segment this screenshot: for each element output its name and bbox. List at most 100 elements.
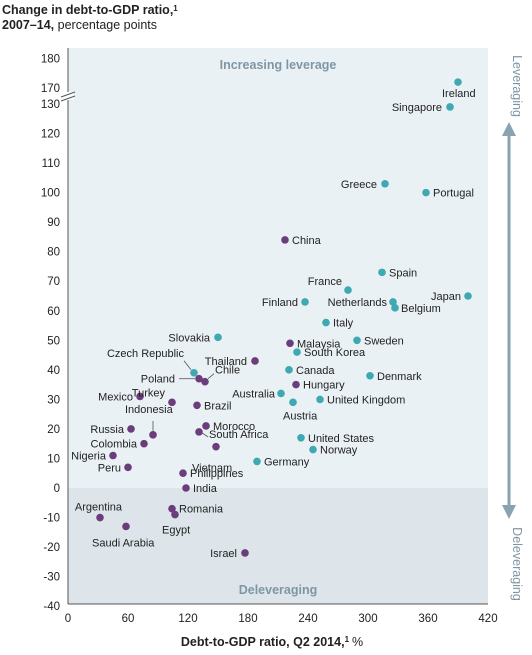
label-south-africa: South Africa xyxy=(209,429,269,441)
point-germany xyxy=(253,457,261,466)
y-tick-label: 80 xyxy=(47,247,60,259)
point-romania xyxy=(168,504,176,513)
label-france: France xyxy=(308,276,342,288)
point-saudi-arabia xyxy=(122,522,130,531)
y-tick-label: -30 xyxy=(43,572,60,584)
title-footnote: 1 xyxy=(173,4,178,13)
point-greece xyxy=(381,179,389,188)
y-tick-label: 90 xyxy=(47,217,60,229)
point-singapore xyxy=(446,103,454,111)
point-colombia xyxy=(140,439,148,448)
label-philippines: Philippines xyxy=(190,468,244,480)
x-tick-label: 60 xyxy=(122,613,135,625)
label-finland: Finland xyxy=(262,297,298,309)
label-india: India xyxy=(193,483,218,495)
point-spain xyxy=(378,268,386,277)
point-netherlands xyxy=(389,298,397,306)
point-slovakia xyxy=(214,333,222,342)
label-saudi-arabia: Saudi Arabia xyxy=(92,537,155,549)
axis-break-mark xyxy=(60,91,76,98)
point-peru xyxy=(124,463,132,472)
y-tick-label: 60 xyxy=(47,306,60,318)
label-singapore: Singapore xyxy=(392,102,442,114)
point-czech-republic xyxy=(190,369,198,377)
point-poland xyxy=(195,374,203,383)
point-austria xyxy=(289,398,297,407)
point-nigeria xyxy=(109,451,117,460)
label-australia: Australia xyxy=(232,388,276,400)
label-ireland: Ireland xyxy=(442,88,476,100)
data-points xyxy=(96,78,472,557)
y-axis-ticks: -40 -30 -20 -10 0 10 20 30 40 50 60 70 80 90 100 110 120… xyxy=(41,54,60,614)
y-tick-label: 40 xyxy=(47,365,60,377)
point-indonesia xyxy=(149,431,157,439)
y-tick-label: 50 xyxy=(47,335,60,347)
x-tick-label: 420 xyxy=(478,613,497,625)
leveraging-region xyxy=(68,48,488,488)
point-south-africa xyxy=(195,428,203,436)
title-unit: percentage points xyxy=(57,18,158,32)
point-thailand xyxy=(251,357,259,365)
label-south-korea: South Korea xyxy=(304,347,366,359)
label-greece: Greece xyxy=(341,179,377,191)
x-tick-label: 360 xyxy=(418,613,437,625)
label-thailand: Thailand xyxy=(205,356,247,368)
y-axis-break xyxy=(60,91,76,102)
label-romania: Romania xyxy=(179,504,224,516)
label-peru: Peru xyxy=(98,462,121,474)
label-italy: Italy xyxy=(333,318,354,330)
y-tick-label: 100 xyxy=(41,188,60,200)
point-denmark xyxy=(366,371,374,380)
point-chile xyxy=(201,377,209,386)
axis-break-gap xyxy=(62,92,74,100)
leverage-direction-arrow xyxy=(502,122,516,519)
deleveraging-region xyxy=(68,488,488,604)
leader-chile xyxy=(207,373,215,379)
arrow-head-up xyxy=(502,122,516,136)
label-mexico: Mexico xyxy=(98,391,133,403)
label-chile: Chile xyxy=(215,365,240,377)
side-label-deleveraging: Deleveraging xyxy=(510,527,524,601)
label-colombia: Colombia xyxy=(91,439,138,451)
label-hungary: Hungary xyxy=(303,380,345,392)
y-tick-label: 180 xyxy=(41,54,60,66)
y-tick-label: 0 xyxy=(54,483,60,495)
label-nigeria: Nigeria xyxy=(71,451,107,463)
point-norway xyxy=(309,445,317,454)
y-tick-label: -10 xyxy=(43,513,60,525)
label-israel: Israel xyxy=(210,548,237,560)
y-tick-label: 120 xyxy=(41,129,60,141)
y-tick-label: 170 xyxy=(41,83,60,95)
leader-czech-republic xyxy=(183,360,192,371)
y-tick-label: -40 xyxy=(43,601,60,613)
point-finland xyxy=(301,298,309,306)
x-axis-title-footnote: 1 xyxy=(345,635,350,644)
label-leader-lines xyxy=(152,360,215,438)
label-turkey: Turkey xyxy=(132,387,166,399)
label-belgium: Belgium xyxy=(401,303,441,315)
point-philippines xyxy=(179,469,187,478)
point-italy xyxy=(322,318,330,327)
point-brazil xyxy=(193,401,201,410)
side-label-leveraging: Leveraging xyxy=(510,55,524,117)
point-morocco xyxy=(202,422,210,430)
point-russia xyxy=(127,425,135,433)
point-argentina xyxy=(96,513,104,522)
point-australia xyxy=(277,389,285,398)
chart-title: Change in debt-to-GDP ratio,1 2007–14, p… xyxy=(2,3,178,33)
label-morocco: Morocco xyxy=(213,421,255,433)
y-tick-label: -20 xyxy=(43,542,60,554)
label-china: China xyxy=(292,235,322,247)
label-united-kingdom: United Kingdom xyxy=(327,394,405,406)
region-label-bottom: Deleveraging xyxy=(239,583,318,597)
point-hungary xyxy=(292,380,300,389)
point-turkey xyxy=(168,398,176,407)
title-years: 2007–14, xyxy=(2,18,55,32)
point-ireland xyxy=(454,78,462,86)
point-united-states xyxy=(297,433,305,442)
label-indonesia: Indonesia xyxy=(125,404,174,416)
label-russia: Russia xyxy=(90,424,125,436)
label-brazil: Brazil xyxy=(204,400,232,412)
region-label-top: Increasing leverage xyxy=(220,58,337,72)
